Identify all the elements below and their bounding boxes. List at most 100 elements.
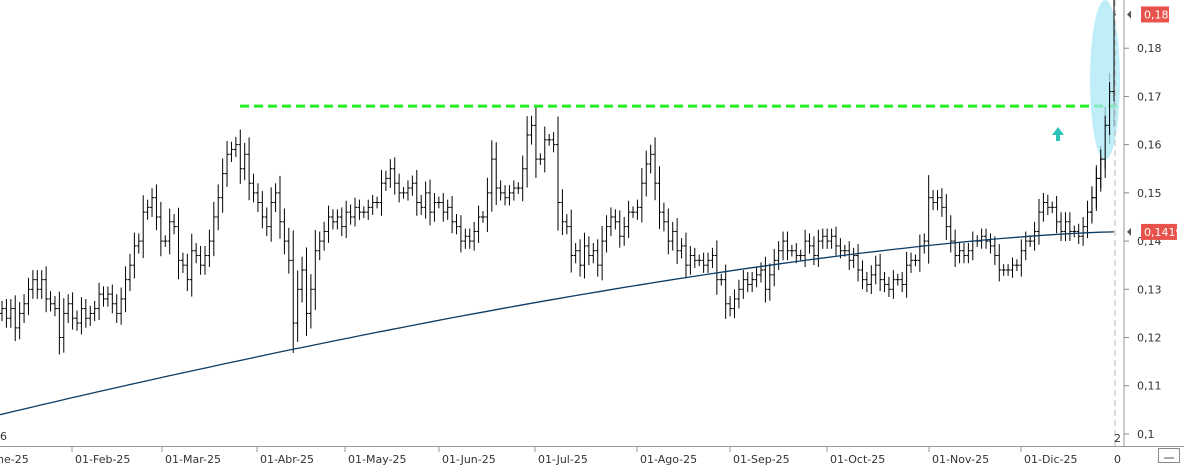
ohlc-bar: [388, 159, 393, 188]
ohlc-bar: [988, 233, 993, 254]
ohlc-bar: [189, 233, 194, 297]
ohlc-bar: [560, 189, 565, 236]
ohlc-bar: [66, 294, 71, 323]
ohlc-bar: [834, 226, 838, 256]
ohlc-bar: [869, 265, 874, 295]
ohlc-bar: [635, 199, 640, 220]
ohlc-bar: [595, 239, 600, 277]
ohlc-bar: [511, 180, 516, 201]
ohlc-bar: [30, 270, 35, 299]
ohlc-bar: [931, 189, 936, 211]
ohlc-bar: [781, 231, 786, 261]
ohlc-bar: [873, 255, 878, 285]
ohlc-bar: [220, 158, 225, 213]
ohlc-bar: [353, 197, 358, 227]
ohlc-bar: [979, 228, 984, 249]
ohlc-bar: [604, 215, 609, 253]
ohlc-bar: [820, 228, 825, 249]
ohlc-bar: [498, 180, 503, 201]
ohlc-bar: [185, 253, 190, 292]
ohlc-bar: [229, 141, 234, 162]
ohlc-bar: [591, 243, 596, 264]
ohlc-bar: [679, 238, 684, 259]
ohlc-bar: [507, 185, 512, 206]
ohlc-bar: [110, 284, 115, 314]
y-tick-label: 0,12: [1137, 332, 1162, 345]
ohlc-bar: [586, 236, 591, 266]
ohlc-bar: [375, 196, 380, 209]
y-tick-label: 0,18: [1137, 42, 1162, 55]
ohlc-bar: [123, 266, 128, 313]
ohlc-bar: [829, 228, 834, 249]
ohlc-bar: [361, 206, 366, 218]
ohlc-bar: [856, 244, 861, 282]
ohlc-bar: [458, 215, 463, 253]
ohlc-bar: [520, 155, 525, 202]
ohlc-bar: [255, 183, 260, 213]
ohlc-bar: [202, 245, 207, 275]
ohlc-bar: [441, 192, 446, 222]
ohlc-bar: [926, 175, 931, 264]
ohlc-bar: [847, 241, 852, 270]
ohlc-bar: [1019, 239, 1024, 277]
ohlc-bar: [706, 252, 711, 273]
ohlc-bar: [723, 264, 728, 319]
ohlc-bar: [670, 221, 675, 251]
ohlc-bar: [816, 229, 821, 267]
ohlc-bar: [26, 277, 31, 316]
ohlc-bar: [172, 214, 177, 235]
ohlc-bar: [895, 273, 900, 286]
ohlc-bar: [322, 221, 327, 251]
ohlc-bar: [88, 305, 93, 326]
ohlc-bar: [1028, 235, 1033, 247]
last-price-label: 0,187: [1144, 8, 1176, 21]
ohlc-bar: [141, 195, 146, 259]
ohlc-bar: [242, 142, 247, 181]
ohlc-bar: [273, 183, 278, 213]
ohlc-bar: [392, 157, 397, 195]
ohlc-bar: [494, 142, 499, 206]
x-tick-label: 01-Nov-25: [932, 453, 989, 466]
ohlc-bar: [1081, 217, 1086, 246]
ohlc-bar: [891, 270, 896, 299]
ohlc-bar: [728, 296, 733, 317]
ohlc-bar: [860, 260, 865, 290]
ohlc-bar: [878, 253, 883, 292]
price-pointer-icon: [1127, 10, 1131, 19]
ohlc-bar: [476, 205, 481, 243]
ohlc-bar: [127, 253, 132, 292]
ohlc-bar: [489, 140, 494, 212]
ohlc-bar: [692, 247, 697, 269]
ohlc-bar: [516, 182, 521, 194]
annotations: [240, 0, 1120, 446]
ohlc-bar: [286, 227, 291, 274]
y-tick-label: 0,16: [1137, 139, 1162, 152]
ohlc-bar: [745, 271, 750, 293]
ohlc-bar: [653, 137, 658, 201]
ohlc-bar: [467, 228, 472, 249]
ohlc-bar: [807, 233, 812, 254]
ohlc-bar: [383, 170, 388, 191]
ohlc-bar: [838, 238, 843, 259]
ohlc-bar: [1036, 198, 1041, 245]
x-tick-label: 01-Jul-25: [538, 453, 588, 466]
x-tick-label: 01-Ago-25: [640, 453, 697, 466]
ohlc-bar: [648, 144, 653, 174]
ohlc-bar: [1072, 225, 1077, 238]
ohlc-bar: [644, 150, 649, 197]
ohlc-bar: [454, 214, 459, 235]
moving-average-path: [0, 231, 1115, 416]
x-tick-label: 01-Oct-25: [830, 453, 885, 466]
ohlc-bar: [1041, 192, 1046, 222]
ohlc-bar: [344, 200, 349, 239]
ohlc-bar: [22, 294, 27, 323]
ohlc-bar: [538, 153, 543, 165]
ohlc-bar: [772, 248, 777, 287]
ohlc-bar: [61, 298, 66, 353]
ohlc-bar: [278, 175, 282, 239]
ohlc-bar: [57, 291, 62, 355]
ohlc-bar: [1001, 264, 1006, 276]
ohlc-bar: [992, 236, 997, 266]
ohlc-bar: [701, 252, 706, 273]
